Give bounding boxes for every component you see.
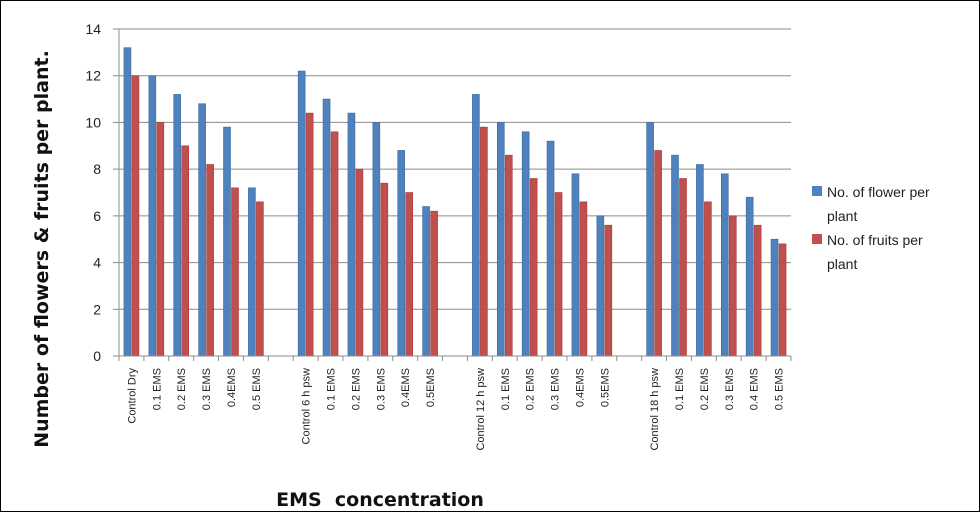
x-tick-label: 0.1 EMS bbox=[151, 368, 163, 410]
x-tick-label: 0.5EMS bbox=[599, 368, 611, 407]
x-tick-label: 0.1 EMS bbox=[500, 368, 512, 410]
bars bbox=[123, 47, 787, 357]
x-tick-label: 0.2 EMS bbox=[350, 368, 362, 410]
bar-flowers bbox=[546, 140, 555, 357]
bar-fruits bbox=[504, 154, 513, 357]
axes bbox=[113, 28, 792, 361]
y-tick-label: 8 bbox=[93, 161, 101, 177]
bar-fruits bbox=[430, 210, 438, 357]
x-tick-label: 0.3 EMS bbox=[201, 368, 213, 410]
y-tick-label: 14 bbox=[85, 21, 101, 37]
bar-flowers bbox=[770, 238, 779, 357]
x-tick-label: 0.4EMS bbox=[574, 368, 586, 407]
legend-swatch-flowers bbox=[812, 186, 822, 196]
bar-flowers bbox=[646, 122, 654, 357]
legend-label-fruits-line1: No. of fruits per bbox=[827, 232, 923, 248]
x-tick-label: 0.5EMS bbox=[425, 368, 437, 407]
bar-fruits bbox=[554, 192, 563, 357]
bar-fruits bbox=[679, 178, 687, 357]
legend-swatch-fruits bbox=[812, 234, 822, 244]
bar-flowers bbox=[223, 126, 231, 357]
x-tick-label: Control 6 h psw bbox=[301, 368, 313, 444]
x-tick-label: 0.3 EMS bbox=[724, 368, 736, 410]
x-tick-labels: Control Dry 0.1 EMS 0.2 EMS 0.3 EMS 0.4EMS 0.… bbox=[126, 368, 785, 451]
bar-fruits bbox=[131, 75, 140, 357]
bar-fruits bbox=[579, 201, 588, 357]
bar-fruits bbox=[231, 187, 239, 357]
x-tick-label: 0.5 EMS bbox=[251, 368, 263, 410]
legend-label-flowers-line2: plant bbox=[827, 208, 857, 224]
x-tick-label: 0.5 EMS bbox=[774, 368, 786, 410]
bar-flowers bbox=[720, 173, 729, 357]
bar-fruits bbox=[181, 145, 190, 357]
gridlines bbox=[119, 28, 791, 310]
bar-fruits bbox=[529, 178, 538, 357]
x-tick-label: 0.1 EMS bbox=[326, 368, 338, 410]
bar-fruits bbox=[305, 112, 314, 357]
y-tick-labels: 0 2 4 6 8 10 12 14 bbox=[85, 21, 101, 364]
bar-flowers bbox=[123, 47, 132, 357]
bar-flowers bbox=[496, 122, 505, 357]
bar-flowers bbox=[372, 122, 381, 357]
bar-flowers bbox=[297, 70, 306, 357]
y-tick-label: 0 bbox=[93, 348, 101, 364]
bar-fruits bbox=[604, 224, 613, 357]
x-tick-label: Control Dry bbox=[126, 368, 138, 424]
y-tick-label: 10 bbox=[85, 114, 101, 130]
bar-flowers bbox=[521, 131, 530, 357]
x-tick-label: 0.4EMS bbox=[226, 368, 238, 407]
bar-flowers bbox=[198, 103, 206, 357]
bar-fruits bbox=[778, 243, 787, 357]
bar-fruits bbox=[728, 215, 737, 357]
bar-fruits bbox=[654, 150, 662, 357]
bar-fruits bbox=[156, 122, 165, 357]
bar-flowers bbox=[248, 187, 256, 357]
x-tick-label: 0.3 EMS bbox=[550, 368, 562, 410]
bar-flowers bbox=[322, 98, 331, 357]
bar-flowers bbox=[397, 150, 406, 357]
y-tick-label: 6 bbox=[93, 208, 101, 224]
bar-flowers bbox=[671, 154, 679, 357]
legend-label-flowers-line1: No. of flower per bbox=[827, 184, 930, 200]
legend: No. of flower per plant No. of fruits pe… bbox=[812, 184, 930, 272]
legend-label-fruits-line2: plant bbox=[827, 256, 857, 272]
bar-fruits bbox=[256, 201, 264, 357]
x-tick-label: 0.3 EMS bbox=[375, 368, 387, 410]
bar-flowers bbox=[596, 215, 605, 357]
x-tick-label: 0.2 EMS bbox=[176, 368, 188, 410]
x-tick-label: Control 12 h psw bbox=[475, 368, 487, 451]
bar-fruits bbox=[355, 168, 364, 357]
bar-fruits bbox=[405, 192, 414, 357]
y-tick-label: 12 bbox=[85, 68, 101, 84]
bar-flowers bbox=[745, 196, 754, 357]
bar-flowers bbox=[173, 94, 182, 357]
y-axis-title: Number of flowers & fruits per plant. bbox=[31, 50, 53, 448]
bar-fruits bbox=[480, 126, 488, 357]
x-tick-label: 0.4EMS bbox=[400, 368, 412, 407]
bar-fruits bbox=[206, 164, 214, 357]
x-tick-label: 0.4 EMS bbox=[749, 368, 761, 410]
bar-flowers bbox=[696, 164, 704, 357]
bar-flowers bbox=[347, 112, 356, 357]
bar-fruits bbox=[753, 224, 762, 357]
bar-fruits bbox=[330, 131, 339, 357]
y-tick-label: 2 bbox=[93, 301, 101, 317]
bar-flowers bbox=[571, 173, 580, 357]
bar-flowers bbox=[148, 75, 157, 357]
x-tick-label: 0.2 EMS bbox=[525, 368, 537, 410]
y-tick-label: 4 bbox=[93, 255, 101, 271]
x-tick-label: Control 18 h psw bbox=[649, 368, 661, 451]
bar-flowers bbox=[472, 94, 480, 357]
x-tick-label: 0.2 EMS bbox=[699, 368, 711, 410]
x-tick-label: 0.1 EMS bbox=[674, 368, 686, 410]
bar-fruits bbox=[704, 201, 712, 357]
x-axis-title: EMS concentration bbox=[276, 489, 484, 511]
bar-flowers bbox=[422, 206, 430, 357]
bar-fruits bbox=[380, 182, 389, 357]
